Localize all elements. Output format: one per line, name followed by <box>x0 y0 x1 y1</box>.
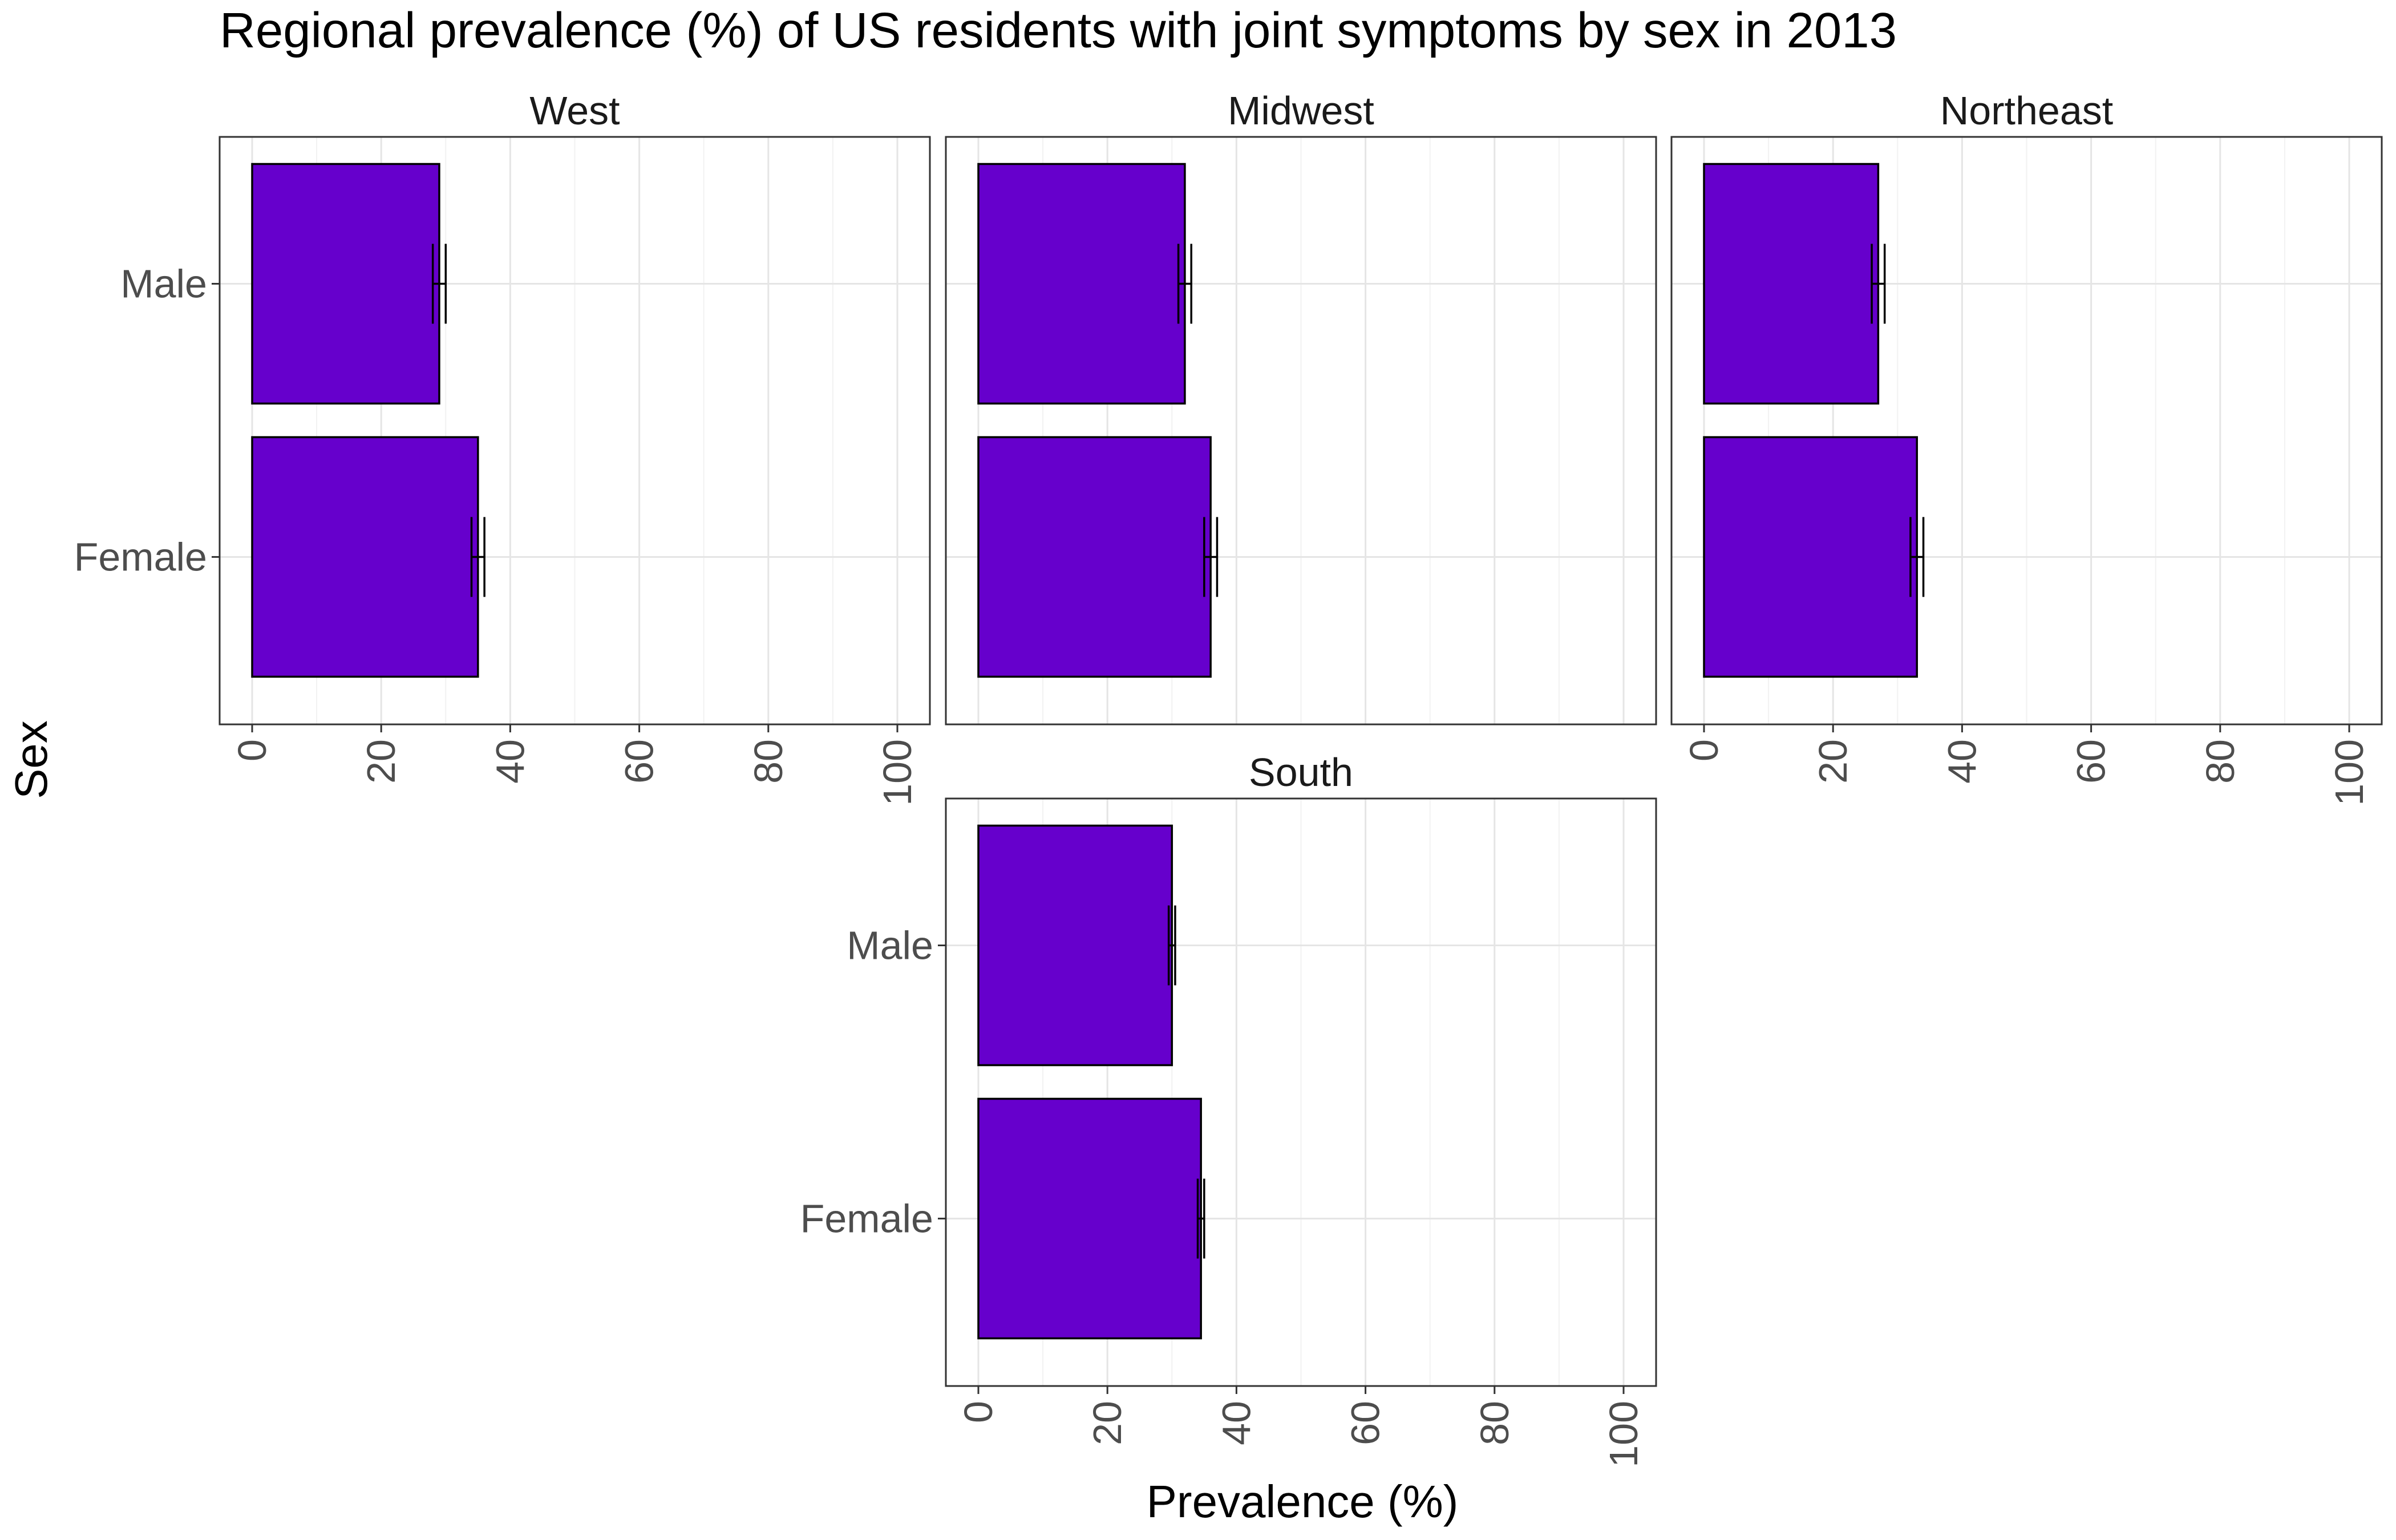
x-tick-label: 80 <box>2198 739 2243 784</box>
bar-female <box>1703 436 1918 678</box>
panel-strip-title: West <box>529 88 620 133</box>
bar-female <box>977 436 1212 678</box>
y-axis-title: Sex <box>6 720 56 799</box>
facet-panel-south: South Male Female 0 20 40 60 80 100 <box>800 750 1657 1468</box>
panel-border <box>1670 136 2383 726</box>
bar-male <box>1703 163 1880 405</box>
y-tick-label: Male <box>120 262 207 306</box>
facet-panel-midwest: Midwest <box>945 88 1657 726</box>
y-tick-label: Female <box>74 534 207 579</box>
x-tick-label: 100 <box>2327 739 2371 806</box>
panel-border <box>218 136 931 726</box>
x-tick-label: 40 <box>1940 739 1984 784</box>
bar-male <box>251 163 440 405</box>
x-tick-label: 0 <box>230 739 274 761</box>
x-tick-label: 20 <box>1811 739 1855 784</box>
x-tick-label: 80 <box>746 739 791 784</box>
x-tick-label: 100 <box>1601 1401 1646 1468</box>
facet-panel-west: West Male Female 0 20 40 60 80 100 <box>74 88 931 806</box>
bar-male <box>977 824 1173 1067</box>
x-tick-label: 60 <box>2069 739 2114 784</box>
x-tick-label: 20 <box>359 739 403 784</box>
panel-strip-title: Midwest <box>1228 88 1374 133</box>
panel-strip-title: Northeast <box>1940 88 2113 133</box>
y-tick-label: Male <box>847 923 933 968</box>
x-tick-label: 60 <box>617 739 662 784</box>
x-tick-label: 40 <box>1214 1401 1258 1445</box>
bar-female <box>977 1097 1202 1340</box>
x-tick-label: 20 <box>1085 1401 1130 1445</box>
x-tick-label: 100 <box>875 739 920 806</box>
y-tick-label: Female <box>800 1196 933 1241</box>
panel-border <box>945 797 1657 1387</box>
x-tick-label: 40 <box>488 739 532 784</box>
x-tick-label: 60 <box>1343 1401 1388 1445</box>
x-axis-title: Prevalence (%) <box>1147 1476 1459 1527</box>
panel-strip-title: South <box>1249 750 1353 795</box>
x-tick-label: 80 <box>1472 1401 1517 1445</box>
x-tick-label: 0 <box>956 1401 1001 1423</box>
x-tick-label: 0 <box>1682 739 1726 761</box>
facet-panel-northeast: Northeast 0 20 40 60 80 100 <box>1670 88 2383 806</box>
facet-panels: West Male Female 0 20 40 60 80 100 Midwest Northea… <box>74 88 2383 1468</box>
bar-female <box>251 436 479 678</box>
panel-border <box>945 136 1657 726</box>
chart-title: Regional prevalence (%) of US residents … <box>220 3 1897 58</box>
bar-male <box>977 163 1186 405</box>
